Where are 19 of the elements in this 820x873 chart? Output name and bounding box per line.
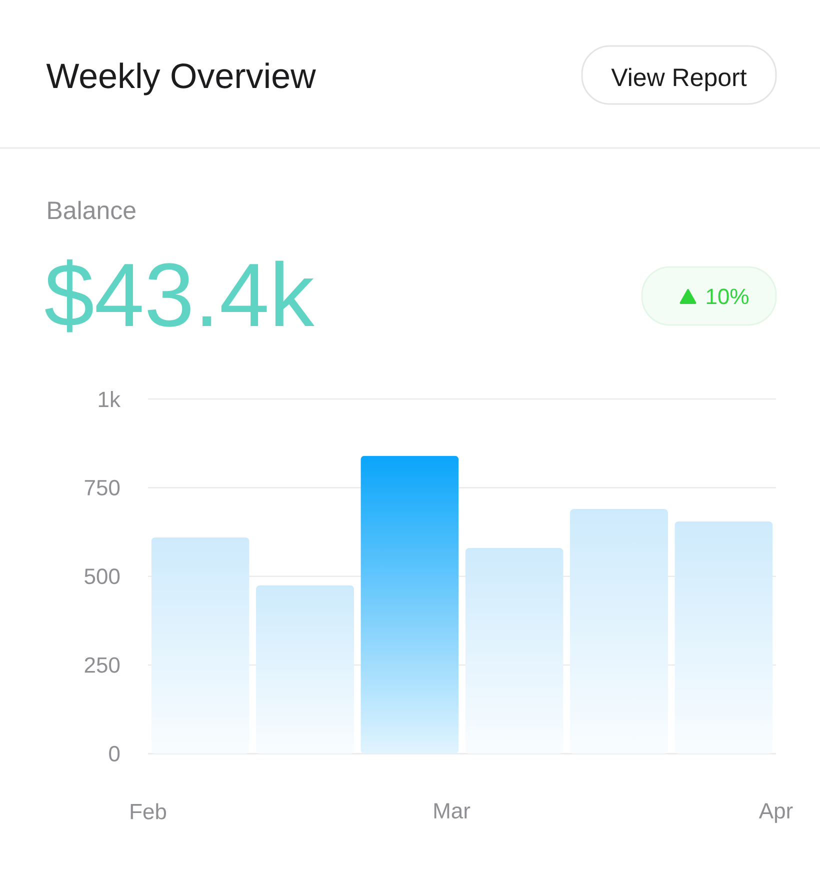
y-tick-label: 1k [98, 391, 121, 407]
text: $43.4k [45, 259, 314, 332]
bar [360, 456, 459, 754]
text: View Report [611, 68, 747, 92]
x-tick-label: Apr [758, 803, 793, 823]
bar [151, 537, 250, 754]
bar [256, 585, 354, 754]
y-tick-label: 750 [84, 480, 120, 496]
y-tick-label: 250 [84, 657, 120, 673]
chart-title: Weekly Overview [46, 62, 316, 96]
text: Balance [48, 200, 136, 220]
y-tick-label: 500 [84, 568, 120, 584]
bar [465, 548, 564, 754]
bar [570, 508, 668, 754]
x-tick-label: Feb [130, 803, 166, 820]
bar [674, 521, 773, 754]
text: 10% [706, 288, 748, 304]
x-tick-label: Mar [434, 803, 470, 819]
y-tick-label: 0 [109, 746, 120, 762]
